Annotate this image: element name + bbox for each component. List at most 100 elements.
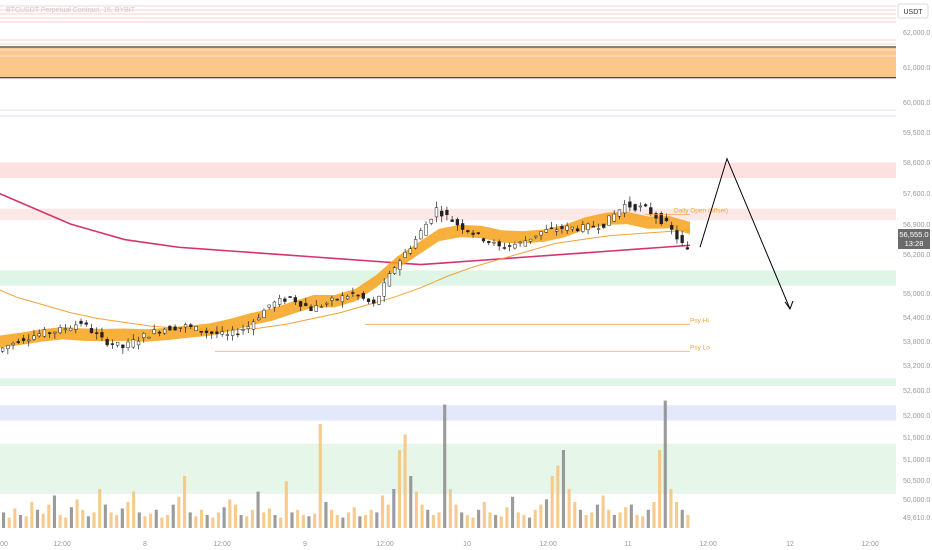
candle-body (84, 322, 88, 325)
candle-body (492, 241, 496, 244)
candle-body (236, 333, 240, 336)
time-axis-label: 8 (143, 541, 147, 548)
candle-body (210, 331, 214, 334)
ema-long-line (0, 192, 691, 266)
volume-bar (590, 512, 594, 528)
candle-body (513, 244, 517, 249)
time-axis-label: 12:00 (539, 541, 557, 548)
candle-body (220, 331, 224, 335)
volume-bar (675, 502, 679, 528)
zone-demand-6 (0, 443, 896, 494)
candle-body (278, 298, 282, 305)
candle-body (560, 226, 564, 229)
volume-bar (335, 515, 339, 528)
volume-bar (160, 517, 164, 528)
volume-bar (612, 515, 616, 528)
volume-bar (318, 424, 322, 528)
volume-bar (171, 504, 175, 528)
volume-bar (635, 515, 639, 528)
volume-bar (92, 512, 96, 528)
volume-bar (561, 450, 566, 528)
candle-body (565, 225, 569, 231)
candle-body (152, 329, 156, 334)
volume-bar (386, 504, 390, 528)
candle-body (528, 238, 533, 242)
candle-body (63, 328, 67, 331)
candle-body (419, 230, 423, 240)
candle-body (163, 328, 167, 334)
zone-demand-5 (0, 405, 896, 421)
candle-body (345, 296, 350, 300)
zone-support-4 (0, 378, 896, 386)
volume-bar (567, 489, 571, 528)
volume-bar (7, 517, 11, 528)
candle-body (42, 329, 47, 337)
candle-body (100, 332, 104, 338)
candle-body (105, 339, 109, 346)
volume-bar (669, 489, 673, 528)
candle-body (575, 228, 580, 232)
volume-bar (205, 515, 209, 528)
projection-path (699, 157, 791, 310)
volume-bar (279, 517, 283, 528)
currency-box[interactable] (897, 3, 929, 19)
volume-bar (228, 499, 232, 528)
volume-bar (527, 517, 532, 528)
candle-body (623, 204, 627, 214)
candle-body (638, 205, 642, 208)
candle-body (628, 201, 632, 208)
volume-bar (465, 515, 469, 528)
candle-body (168, 325, 172, 331)
candle-body (110, 343, 115, 345)
candle-body (544, 229, 548, 233)
price-axis-label: 51,500.0 (903, 435, 930, 442)
candle-body (591, 225, 595, 228)
volume-bar (250, 509, 254, 528)
candle-body (429, 218, 433, 224)
price-axis-label: 54,400.0 (903, 315, 930, 322)
candle-body (27, 339, 31, 342)
volume-bar (41, 513, 45, 528)
volume-bar (471, 517, 475, 528)
time-axis[interactable]: 00 12:00 8 12:00 9 12:00 10 12:00 11 12:00 12 12:00 (0, 541, 879, 548)
volume-bar (18, 515, 23, 528)
volume-bar (448, 489, 452, 528)
volume-bar (284, 481, 288, 528)
volume-bar (149, 513, 153, 528)
volume-bar (154, 509, 158, 528)
candle-body (633, 204, 637, 211)
price-axis[interactable]: 62,000.0 61,000.0 60,000.0 59,500.0 58,600.0… (903, 30, 930, 522)
level-label: Psy Lo (690, 344, 710, 351)
candle-body (361, 292, 365, 299)
candle-body (670, 224, 674, 230)
candle-body (115, 342, 120, 346)
volume-bar (477, 509, 481, 528)
candle-body (53, 331, 57, 334)
candle-body (293, 297, 297, 303)
time-axis-label: 10 (463, 541, 471, 548)
candle-body (246, 326, 250, 329)
candle-body (387, 273, 392, 287)
candle-body (173, 326, 177, 331)
candle-body (366, 298, 371, 302)
candle-body (89, 328, 94, 334)
volume-bar (409, 476, 413, 528)
volume-bar (256, 491, 260, 528)
volume-bar (86, 516, 90, 528)
volume-bar (267, 508, 271, 528)
candle-body (654, 213, 658, 219)
candle-body (142, 333, 146, 338)
volume-bar (488, 512, 492, 528)
volume-bar (426, 509, 430, 528)
price-axis-label: 58,600.0 (903, 160, 930, 167)
volume-bar (686, 515, 690, 528)
candle-body (555, 229, 559, 232)
volume-bar (375, 512, 379, 528)
faint-lines-layer (0, 5, 896, 117)
candle-body (570, 226, 575, 230)
candle-body (309, 306, 313, 312)
volume-bar (533, 509, 537, 528)
time-axis-label: 12:00 (213, 541, 231, 548)
time-axis-label: 00 (0, 541, 8, 548)
